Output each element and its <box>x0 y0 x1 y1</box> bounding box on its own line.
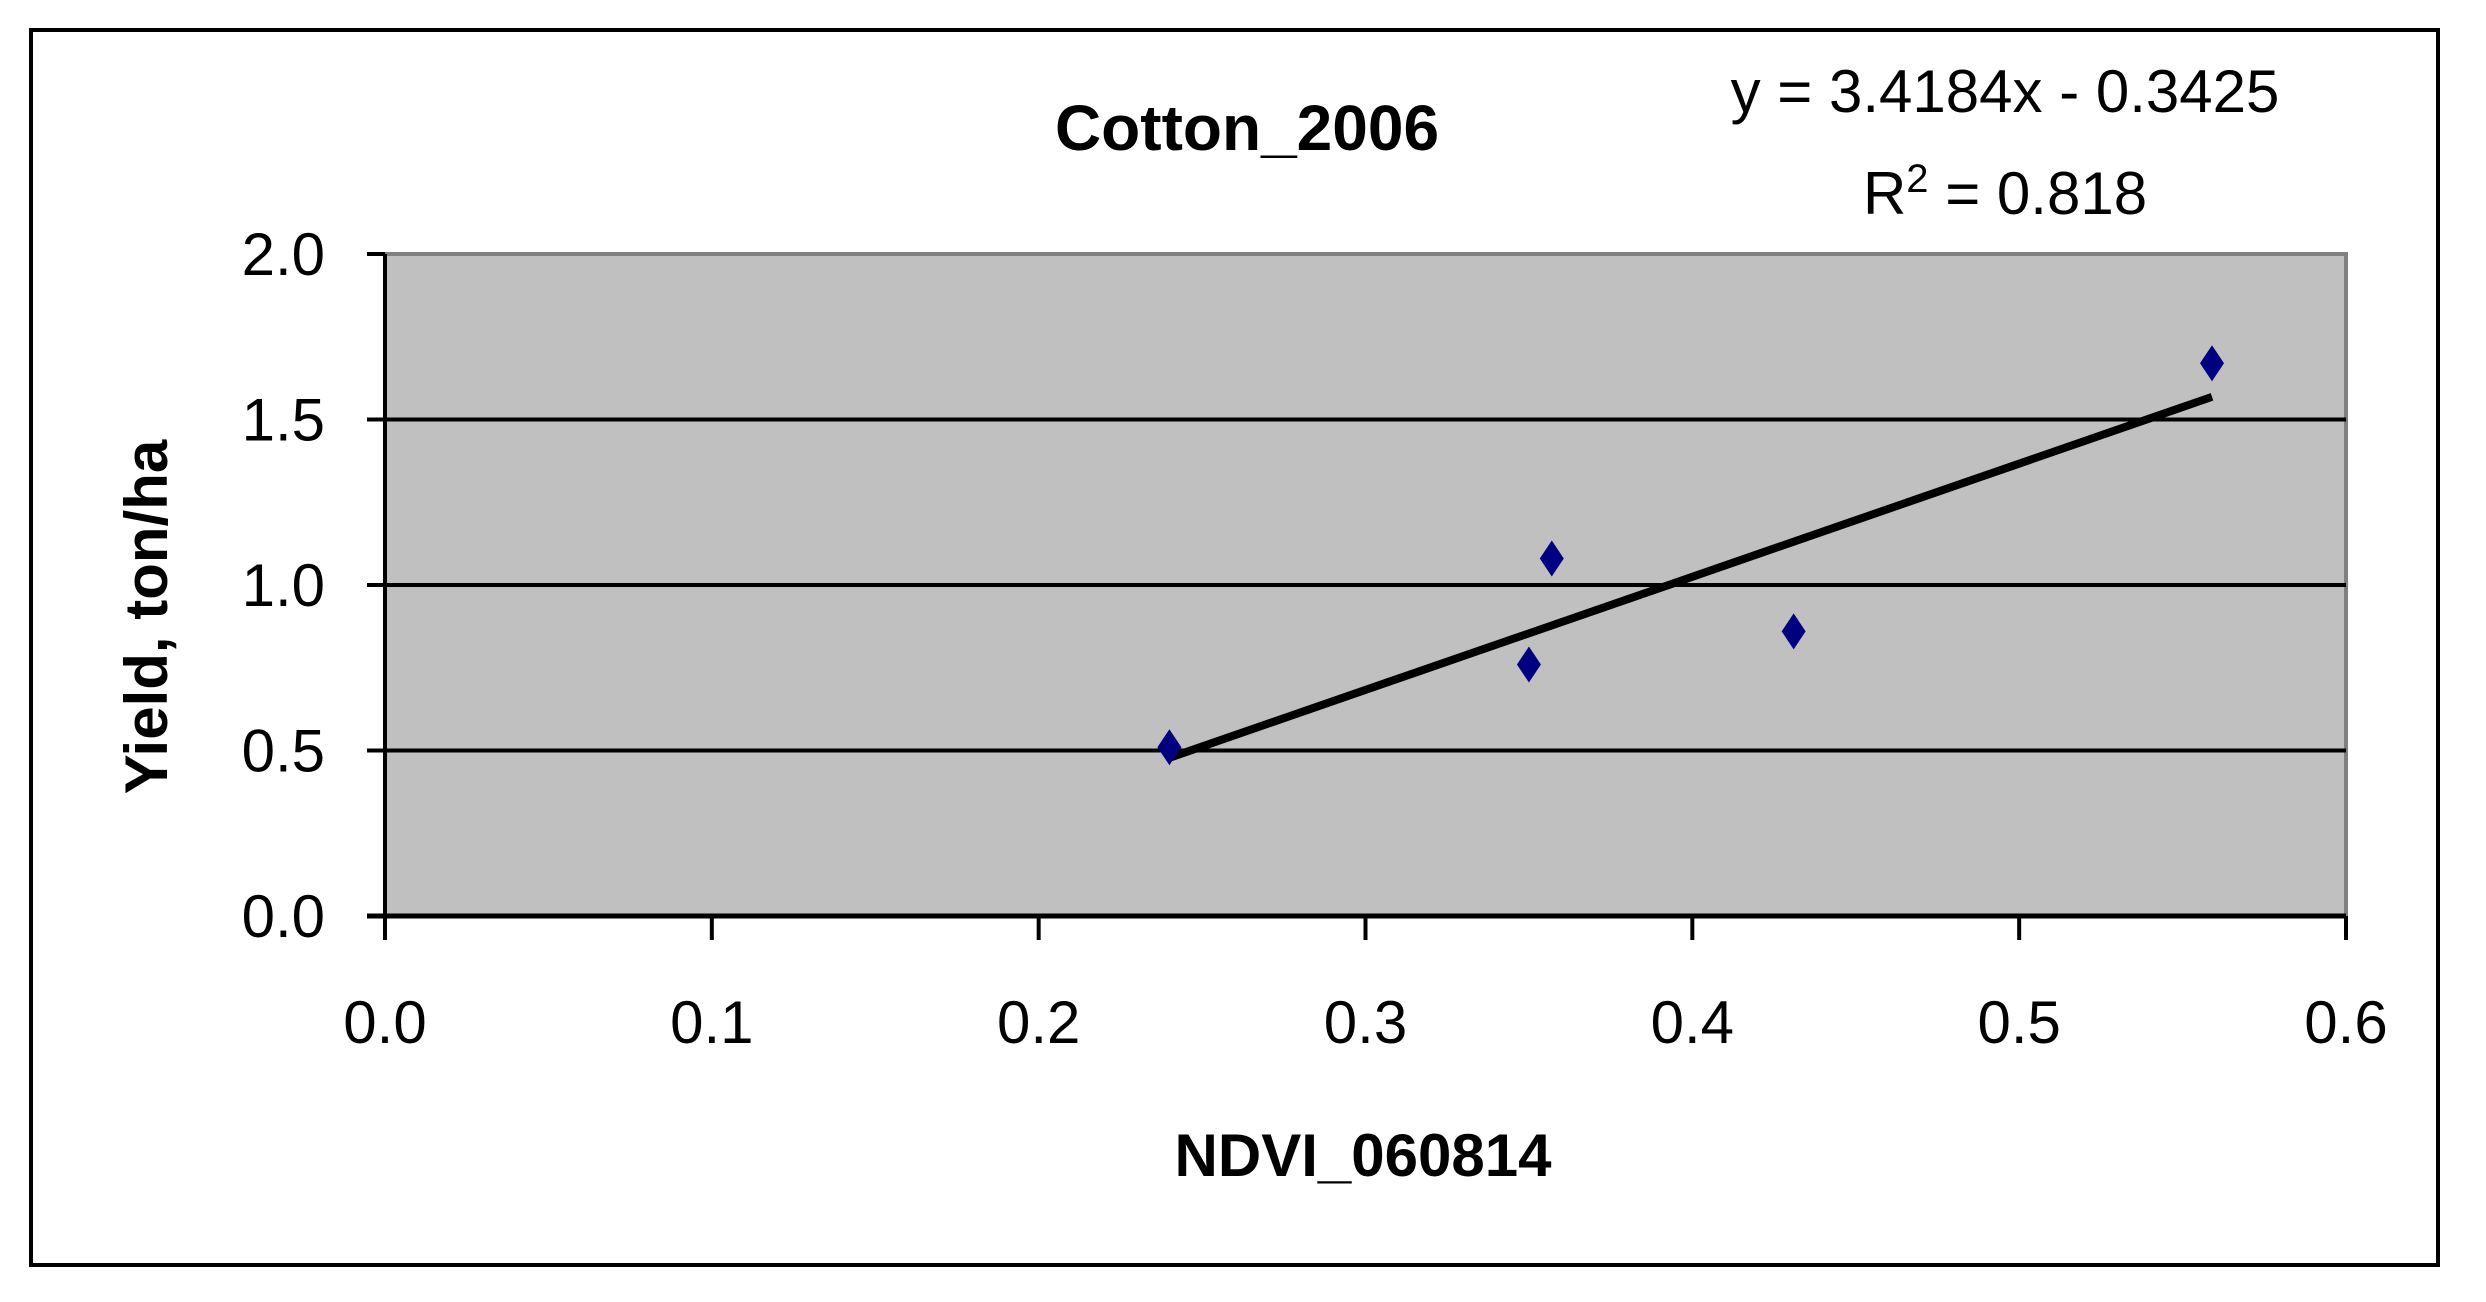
data-points <box>1157 345 2224 766</box>
y-axis-tick-labels: 0.0 0.5 1.0 1.5 2.0 <box>242 221 325 950</box>
y-tick-label: 1.5 <box>242 387 325 454</box>
y-tick-label: 2.0 <box>242 221 325 288</box>
x-axis-tick-labels: 0.0 0.1 0.2 0.3 0.4 0.5 0.6 <box>343 989 2387 1056</box>
x-tick-label: 0.0 <box>343 989 426 1056</box>
x-tick-label: 0.5 <box>1977 989 2060 1056</box>
axes <box>367 252 2348 940</box>
trendline-path <box>1168 393 2214 762</box>
diamond-marker <box>2199 345 2224 382</box>
x-tick-label: 0.1 <box>670 989 753 1056</box>
r-squared-label: R2 = 0.818 <box>1863 157 2147 227</box>
r-squared-value: = 0.818 <box>1929 160 2148 227</box>
x-tick-label: 0.2 <box>997 989 1080 1056</box>
y-axis-title: Yield, ton/ha <box>113 439 180 794</box>
r-squared-prefix: R <box>1863 160 1906 227</box>
trendline-equation: y = 3.4184x - 0.3425 <box>1731 58 2280 125</box>
y-tick-label: 0.0 <box>242 883 325 950</box>
gridlines <box>385 417 2346 753</box>
diamond-marker <box>1516 646 1541 683</box>
x-tick-label: 0.4 <box>1651 989 1734 1056</box>
y-tick-label: 0.5 <box>242 718 325 785</box>
x-tick-label: 0.3 <box>1324 989 1407 1056</box>
y-tick-label: 1.0 <box>242 552 325 619</box>
x-tick-label: 0.6 <box>2304 989 2387 1056</box>
r-squared-superscript: 2 <box>1906 157 1928 201</box>
trendline <box>1168 393 2214 762</box>
x-axis-title: NDVI_060814 <box>1175 1122 1553 1189</box>
diamond-marker <box>1781 613 1806 650</box>
diamond-marker <box>1539 540 1564 577</box>
diamond-marker <box>1157 729 1182 766</box>
chart-title: Cotton_2006 <box>1055 92 1439 164</box>
